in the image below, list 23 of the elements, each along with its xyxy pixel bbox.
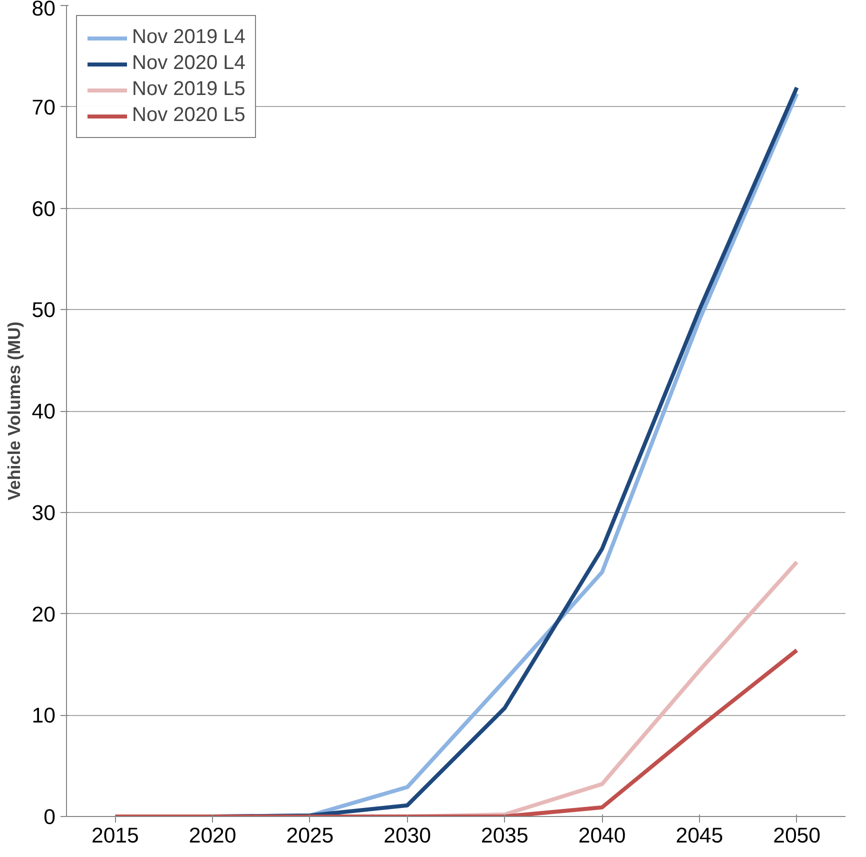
x-tick-label: 2035 [480,824,528,848]
y-tick-label: 10 [32,704,56,728]
y-tick-label: 50 [32,298,56,322]
x-tick-label: 2050 [773,824,821,848]
legend-label: Nov 2020 L5 [132,104,246,127]
y-tick-label: 0 [44,805,56,829]
x-tick-label: 2015 [91,824,139,848]
y-axis-title: Vehicle Volumes (MU) [4,322,24,500]
x-tick-label: 2030 [384,824,432,848]
line-series [113,648,799,816]
y-tick-label: 30 [32,500,56,525]
legend-label: Nov 2019 L5 [132,78,246,101]
y-tick-label: 40 [32,400,56,424]
x-tick-label: 2025 [286,824,334,848]
x-tick-label: 2040 [578,824,626,848]
x-tick-label: 2045 [676,824,724,848]
y-tick-label: 60 [32,196,56,221]
y-tick-label: 20 [32,602,56,626]
y-tick-label: 80 [32,0,56,20]
legend-label: Nov 2019 L4 [132,26,246,49]
y-tick-label: 70 [32,95,56,120]
legend-label: Nov 2020 L4 [132,52,246,75]
x-tick-label: 2020 [188,824,236,848]
